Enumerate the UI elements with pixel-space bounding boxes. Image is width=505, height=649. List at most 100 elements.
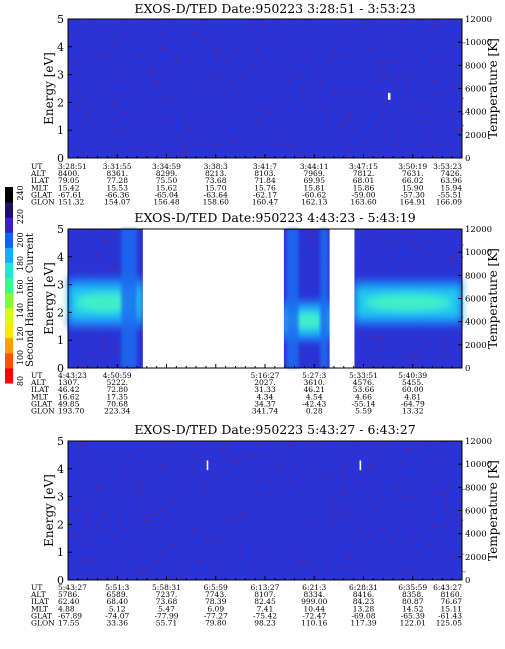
noise-dot (329, 59, 333, 61)
noise-dot (458, 129, 463, 131)
noise-dot (222, 540, 225, 542)
colorbar-tick-label: 120 (16, 326, 25, 341)
orbit-value: 151.32 (58, 198, 84, 207)
noise-dot (165, 445, 170, 447)
noise-dot (180, 60, 184, 62)
noise-dot (167, 562, 173, 564)
noise-dot (427, 136, 432, 138)
noise-dot (84, 444, 88, 446)
noise-dot (442, 343, 447, 345)
noise-dot (116, 342, 120, 344)
noise-dot (403, 524, 408, 526)
noise-dot (297, 265, 302, 267)
noise-dot (69, 261, 74, 263)
orbit-value: 13.32 (402, 407, 424, 416)
noise-dot (68, 20, 71, 22)
noise-dot (291, 570, 296, 572)
noise-dot (447, 86, 451, 88)
orbit-value: 8213. (205, 169, 226, 178)
noise-dot (427, 135, 433, 137)
noise-dot (227, 59, 233, 61)
row-name: GLAT (31, 399, 52, 408)
noise-dot (357, 42, 361, 44)
noise-dot (405, 82, 410, 84)
noise-dot (442, 556, 448, 558)
orbit-value: -66.36 (105, 190, 129, 199)
noise-dot (191, 102, 194, 104)
noise-dot (320, 442, 324, 444)
orbit-value: 16.62 (58, 392, 80, 401)
noise-dot (342, 124, 347, 126)
noise-dot (293, 566, 297, 568)
noise-dot (149, 100, 153, 102)
noise-dot (224, 118, 227, 120)
noise-dot (186, 128, 191, 130)
noise-dot (436, 337, 440, 339)
noise-dot (349, 555, 355, 557)
noise-dot (396, 79, 400, 81)
noise-dot (282, 485, 285, 487)
row-name: ILAT (31, 597, 49, 606)
noise-dot (206, 559, 210, 561)
y-tick-label: 5 (57, 223, 64, 236)
noise-dot (167, 96, 173, 98)
noise-dot (241, 76, 244, 78)
orbit-value: 49.85 (58, 399, 80, 408)
orbit-value: 80.87 (402, 597, 424, 606)
noise-dot (331, 50, 336, 52)
noise-dot (145, 520, 149, 522)
noise-dot (356, 532, 361, 534)
orbit-value: -67.61 (58, 190, 82, 199)
noise-dot (380, 45, 385, 47)
noise-dot (380, 558, 384, 560)
noise-dot (377, 26, 382, 28)
noise-dot (190, 138, 193, 140)
noise-dot (238, 481, 242, 483)
noise-dot (444, 508, 450, 510)
y2-axis-label: Temperature [K] (486, 248, 500, 349)
noise-dot (415, 20, 420, 22)
noise-dot (164, 503, 170, 505)
noise-dot (291, 445, 296, 447)
noise-dot (387, 556, 392, 558)
y-tick-label: 0 (57, 574, 64, 587)
noise-dot (413, 355, 419, 357)
orbit-value: -77.27 (204, 611, 228, 620)
noise-dot (214, 146, 218, 148)
noise-dot (120, 458, 125, 460)
noise-dot (109, 505, 113, 507)
noise-dot (390, 257, 395, 259)
noise-dot (256, 93, 262, 95)
noise-dot (386, 139, 391, 141)
noise-dot (423, 446, 428, 448)
noise-dot (254, 48, 259, 50)
noise-dot (399, 543, 403, 545)
noise-dot (297, 517, 300, 519)
noise-dot (420, 484, 423, 486)
noise-dot (93, 329, 97, 331)
noise-dot (188, 125, 193, 127)
noise-dot (213, 487, 217, 489)
noise-dot (421, 265, 424, 267)
noise-dot (75, 101, 81, 103)
noise-dot (230, 462, 235, 464)
noise-dot (400, 474, 405, 476)
noise-dot (193, 121, 196, 123)
noise-dot (244, 105, 247, 107)
noise-dot (391, 150, 394, 152)
noise-dot (346, 119, 350, 121)
colorbar-tick-label: 80 (16, 376, 25, 386)
noise-dot (372, 152, 378, 154)
noise-dot (195, 138, 200, 140)
noise-dot (185, 143, 189, 145)
noise-dot (440, 23, 444, 25)
noise-dot (375, 272, 380, 274)
noise-dot (216, 476, 219, 478)
noise-dot (108, 267, 112, 269)
noise-dot (295, 547, 300, 549)
orbit-value: -72.47 (302, 611, 326, 620)
noise-dot (73, 37, 76, 39)
noise-dot (342, 116, 346, 118)
noise-dot (417, 122, 422, 124)
noise-dot (304, 59, 310, 61)
